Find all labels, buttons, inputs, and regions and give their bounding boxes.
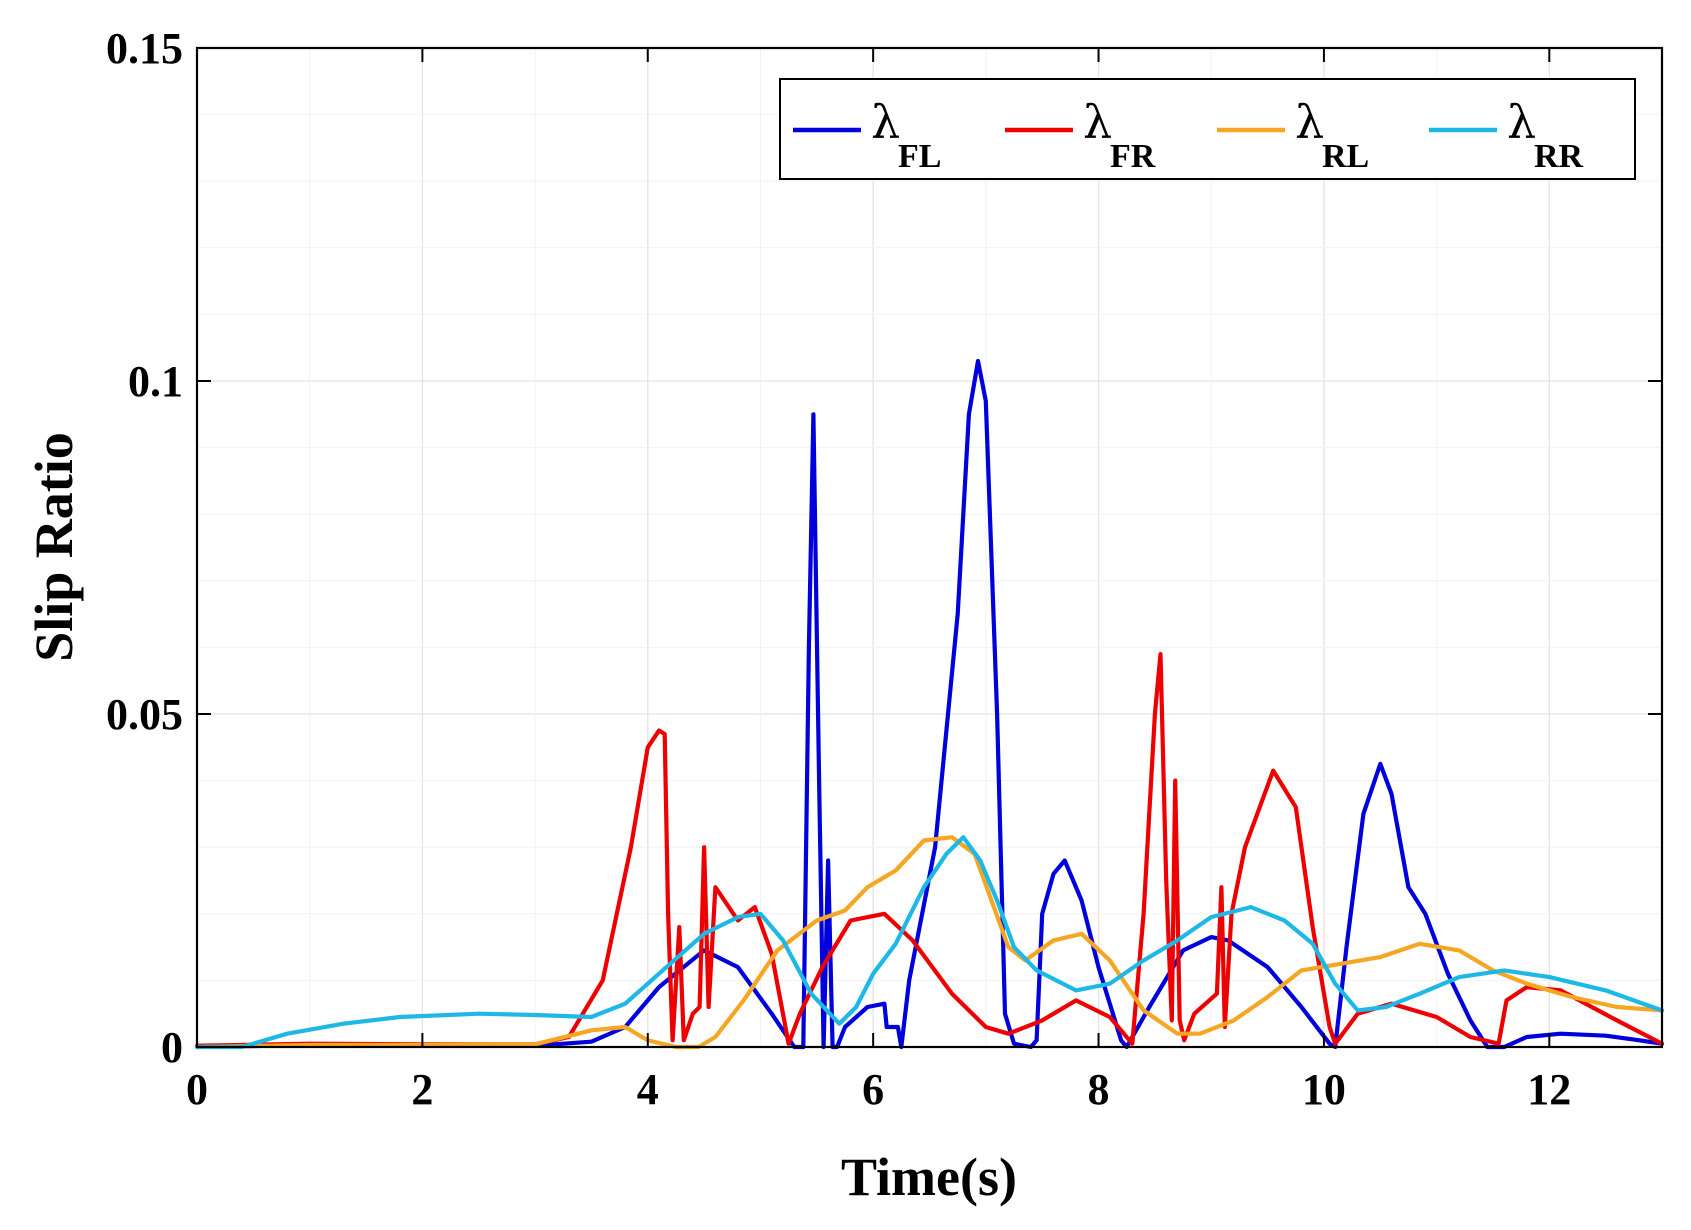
legend-symbol: λ: [1083, 95, 1112, 149]
series-line-rr: [194, 835, 1665, 1050]
y-tick-label: 0.15: [106, 24, 183, 73]
legend-symbol: λ: [871, 95, 900, 149]
legend-symbol: λ: [1507, 95, 1536, 149]
tick-marks: [196, 47, 1662, 1048]
y-tick-label: 0.1: [128, 357, 183, 406]
series-line-fr: [194, 652, 1665, 1048]
legend-subscript: FL: [898, 138, 941, 175]
y-tick-label: 0.05: [106, 690, 183, 739]
x-tick-label: 2: [411, 1065, 433, 1114]
x-tick-label: 12: [1527, 1065, 1571, 1114]
x-axis-title: Time(s): [841, 1147, 1017, 1207]
series-line-rl: [194, 835, 1665, 1050]
x-tick-label: 4: [637, 1065, 659, 1114]
x-tick-label: 6: [862, 1065, 884, 1114]
legend-symbol: λ: [1295, 95, 1324, 149]
y-tick-label: 0: [161, 1023, 183, 1072]
plot-frame: [195, 46, 1664, 1049]
x-tick-label: 0: [186, 1065, 208, 1114]
x-tick-labels: 0 2 4 6 8 10 12: [186, 1065, 1571, 1114]
x-tick-label: 10: [1302, 1065, 1346, 1114]
x-tick-label: 8: [1088, 1065, 1110, 1114]
legend-subscript: FR: [1110, 138, 1156, 175]
legend-subscript: RL: [1322, 138, 1369, 175]
y-axis-title: Slip Ratio: [24, 432, 84, 662]
legend-subscript: RR: [1534, 138, 1584, 175]
y-tick-labels: 0 0.05 0.1 0.15: [106, 24, 183, 1072]
